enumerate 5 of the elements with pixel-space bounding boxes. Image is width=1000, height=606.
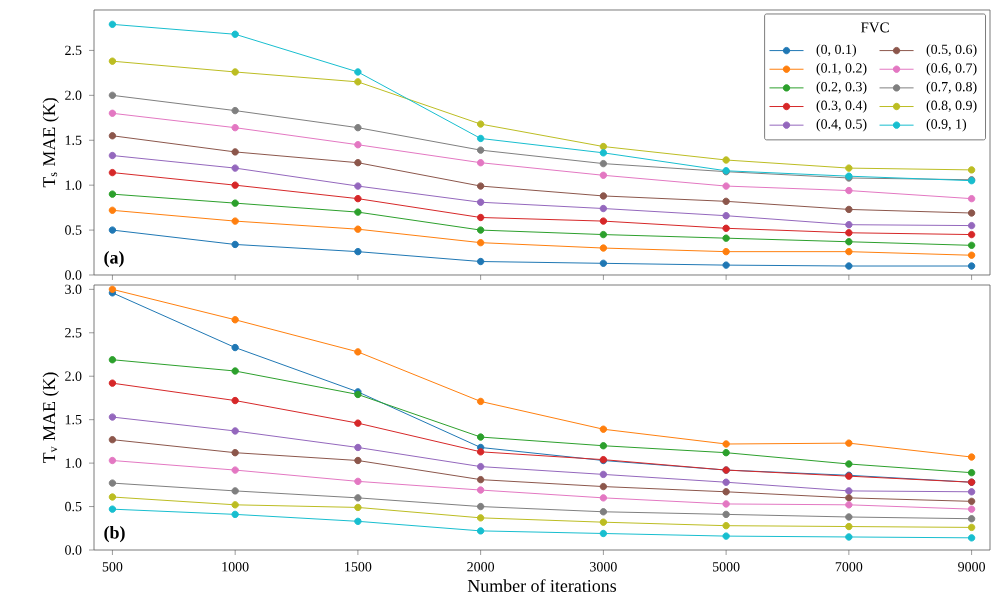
annotation: (a) <box>104 251 124 268</box>
y-axis-title: T$_{s}$ MAE (K) <box>42 98 59 188</box>
annotation: (b) <box>104 526 125 543</box>
x-axis-title: Number of iterations <box>467 579 617 592</box>
y-axis-title: T$_{v}$ MAE (K) <box>42 372 59 464</box>
